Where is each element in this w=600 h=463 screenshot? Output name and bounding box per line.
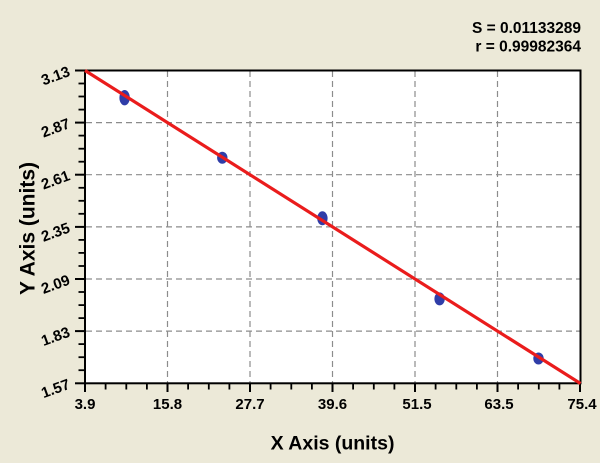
svg-text:r = 0.99982364: r = 0.99982364 [475,39,581,56]
svg-text:63.5: 63.5 [484,396,513,413]
svg-text:75.4: 75.4 [567,396,597,413]
svg-text:3.9: 3.9 [75,396,96,413]
svg-text:Y Axis (units): Y Axis (units) [17,162,40,295]
svg-text:X Axis (units): X Axis (units) [271,432,395,454]
svg-text:15.8: 15.8 [153,396,182,413]
svg-text:51.5: 51.5 [402,396,431,413]
svg-text:39.6: 39.6 [318,396,347,413]
svg-text:27.7: 27.7 [235,396,264,413]
svg-text:S = 0.01133289: S = 0.01133289 [472,20,581,37]
